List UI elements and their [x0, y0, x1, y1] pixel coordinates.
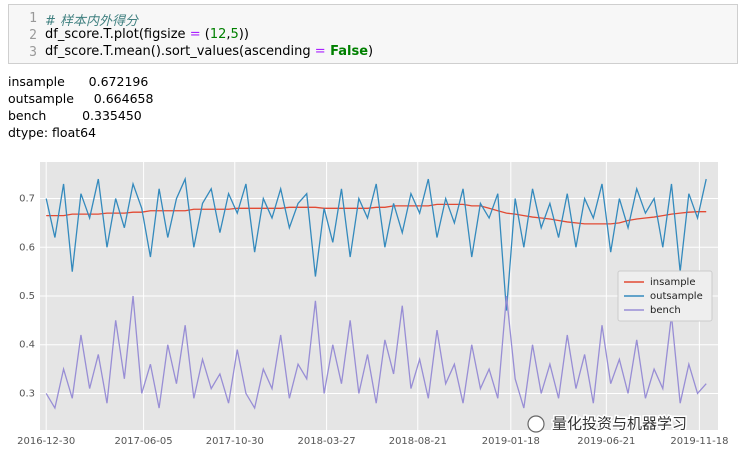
output-line: dtype: float64: [8, 125, 97, 140]
legend-label: insample: [650, 277, 695, 288]
y-tick-label: 0.5: [19, 291, 35, 302]
output-line: insample 0.672196: [8, 74, 149, 89]
number: 12: [209, 27, 227, 42]
code: df_score.T.plot(figsize: [45, 27, 190, 42]
y-tick-label: 0.4: [19, 340, 35, 351]
x-tick-label: 2017-06-05: [115, 436, 173, 447]
x-tick-label: 2016-12-30: [17, 436, 75, 447]
number: 5: [230, 27, 239, 42]
comment: # 样本内外得分: [45, 14, 139, 29]
code-line: df_score.T.plot(figsize = (12,5)): [45, 27, 249, 42]
line-number: 3: [29, 45, 37, 60]
operator: =: [314, 44, 326, 59]
code: ,: [226, 27, 231, 42]
x-tick-label: 2018-03-27: [298, 436, 356, 447]
y-tick-label: 0.3: [19, 388, 35, 399]
y-tick-label: 0.6: [19, 242, 35, 253]
code: df_score.T.mean().sort_values(ascending: [45, 44, 315, 59]
y-tick-label: 0.7: [19, 194, 35, 205]
code: ): [368, 44, 374, 59]
keyword: False: [325, 44, 369, 59]
x-tick-label: 2018-08-21: [389, 436, 447, 447]
x-tick-label: 2019-11-18: [670, 436, 728, 447]
legend-box: [617, 270, 713, 322]
output-line: bench 0.335450: [8, 108, 142, 123]
x-tick-label: 2019-01-18: [482, 436, 540, 447]
line-number: 2: [29, 28, 37, 43]
code-cell[interactable]: 1 2 3 # 样本内外得分 df_score.T.plot(figsize =…: [8, 4, 738, 64]
code: (: [200, 27, 210, 42]
chart: 0.3 0.4 0.5 0.6 0.7 2016-12-30 2017-06-05 2017-…: [17, 162, 728, 447]
legend-label: bench: [650, 305, 681, 316]
series-line: [45, 295, 707, 410]
legend-label: outsample: [650, 291, 703, 302]
watermark-icon: [527, 415, 545, 433]
series-line: [45, 176, 707, 311]
x-tick-label: 2019-06-21: [577, 436, 635, 447]
watermark: 量化投资与机器学习: [552, 415, 687, 433]
operator: =: [189, 27, 201, 42]
code-line: df_score.T.mean().sort_values(ascending …: [45, 44, 373, 59]
x-tick-label: 2017-10-30: [206, 436, 264, 447]
line-number: 1: [29, 11, 37, 26]
output-line: outsample 0.664658: [8, 91, 154, 106]
code-line: # 样本内外得分: [45, 10, 138, 29]
code: )): [238, 27, 249, 42]
